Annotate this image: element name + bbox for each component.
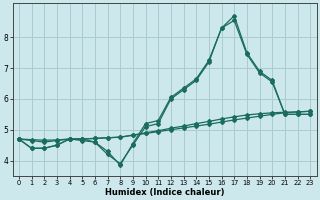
X-axis label: Humidex (Indice chaleur): Humidex (Indice chaleur) (105, 188, 224, 197)
